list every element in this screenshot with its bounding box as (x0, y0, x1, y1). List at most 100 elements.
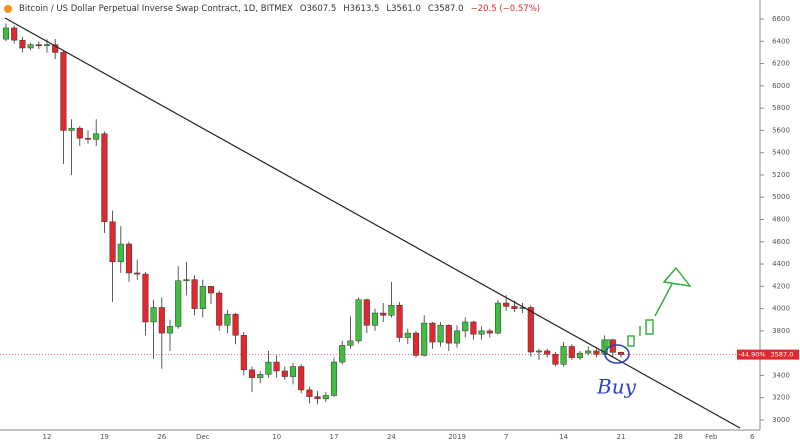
trend-line-drawing[interactable] (4, 17, 741, 429)
candle-body (380, 312, 387, 316)
y-tick-label: 4000 (772, 305, 790, 313)
candle-body (109, 221, 116, 263)
y-tick-label: 4800 (772, 216, 790, 224)
candle-body (248, 369, 256, 378)
candle-body (281, 370, 288, 377)
candle-body (76, 127, 83, 139)
projection-drawing[interactable] (603, 266, 692, 348)
candle-body (412, 332, 420, 356)
price-tag-label: 3587.0 (771, 351, 794, 359)
candle-body (339, 345, 346, 363)
candle-body (462, 321, 469, 332)
candle-body (363, 299, 370, 326)
candle-body (593, 350, 600, 355)
ohlc-low: L3561.0 (386, 4, 421, 14)
candle-body (101, 133, 108, 222)
y-tick-label: 6000 (772, 82, 790, 90)
candle-body (68, 127, 75, 131)
candle-body (150, 307, 157, 323)
buy-annotation: Buy (596, 375, 637, 399)
candle-body (93, 133, 100, 140)
candle-body (11, 27, 18, 41)
candle-body (273, 361, 280, 372)
x-tick-label: 6 (750, 433, 755, 441)
ohlc-open: O3607.5 (299, 4, 337, 14)
candle-body (470, 321, 477, 335)
candle-body (166, 326, 174, 334)
x-tick-label: 14 (559, 433, 568, 441)
candle-body (552, 354, 559, 365)
candle-body (544, 350, 551, 355)
candle-body (404, 332, 411, 338)
candle-body (199, 286, 206, 309)
candle-body (257, 374, 264, 378)
candle-body (453, 330, 461, 344)
candle-body (289, 366, 297, 377)
x-tick-label: 26 (157, 433, 166, 441)
y-tick-label: 6600 (772, 15, 790, 23)
ohlc-change: −20.5 (−0.57%) (470, 4, 541, 14)
candle-body (224, 313, 231, 326)
x-tick-label: 19 (100, 433, 109, 441)
y-tick-label: 6400 (772, 37, 790, 45)
candle-body (35, 44, 42, 47)
candle-body (445, 325, 452, 344)
x-tick-label: 24 (387, 433, 396, 441)
candle-body (183, 279, 190, 282)
candle-body (60, 52, 67, 131)
candle-body (232, 313, 239, 336)
symbol-icon (4, 5, 12, 13)
y-tick-label: 3800 (772, 327, 790, 335)
y-tick-label: 3400 (772, 371, 790, 379)
symbol-title[interactable]: Bitcoin / US Dollar Perpetual Inverse Sw… (19, 4, 293, 14)
y-tick-label: 5800 (772, 104, 790, 112)
x-tick-label: 7 (504, 433, 508, 441)
candle-body (535, 350, 543, 353)
candle-body (585, 350, 592, 354)
change-tag (737, 349, 768, 360)
candle-body (43, 44, 51, 47)
change-tag-label: -44.90% (738, 351, 765, 359)
candle-body (617, 352, 625, 355)
price-tag (766, 349, 799, 360)
candle-body (117, 243, 124, 263)
candle-body (191, 279, 198, 309)
x-tick-label: 28 (674, 433, 683, 441)
candle-body (2, 27, 10, 40)
y-tick-label: 3000 (772, 416, 790, 424)
x-tick-label: 10 (272, 433, 281, 441)
buy-circle-drawing[interactable] (604, 344, 630, 364)
candle-body (355, 299, 362, 342)
candle-body (27, 44, 34, 49)
y-tick-label: 3200 (772, 394, 790, 402)
candle-body (576, 352, 584, 358)
x-tick-label: Feb (705, 433, 718, 441)
x-tick-label: Dec (196, 433, 210, 441)
candle-body (125, 243, 133, 274)
candle-body (330, 361, 338, 396)
candle-body (437, 325, 444, 343)
x-tick-label: 17 (330, 433, 339, 441)
candle-body (486, 330, 493, 334)
candle-body (84, 137, 92, 140)
candle-body (240, 335, 247, 371)
y-tick-label: 5000 (772, 193, 790, 201)
candle-body (298, 366, 305, 391)
y-tick-label: 6200 (772, 60, 790, 68)
candle-body (527, 307, 534, 353)
candle-body (388, 305, 395, 316)
candle-body (314, 396, 321, 400)
candle-body (396, 305, 403, 338)
y-tick-label: 4400 (772, 260, 790, 268)
price-axis-panel (760, 0, 800, 444)
y-tick-label: 5600 (772, 126, 790, 134)
candle-body (306, 389, 313, 397)
x-tick-label: 21 (617, 433, 626, 441)
candle-body (134, 272, 141, 275)
candle-body (478, 330, 485, 335)
candle-body (494, 302, 502, 334)
candle-body (503, 302, 510, 307)
candle-body (511, 306, 518, 309)
